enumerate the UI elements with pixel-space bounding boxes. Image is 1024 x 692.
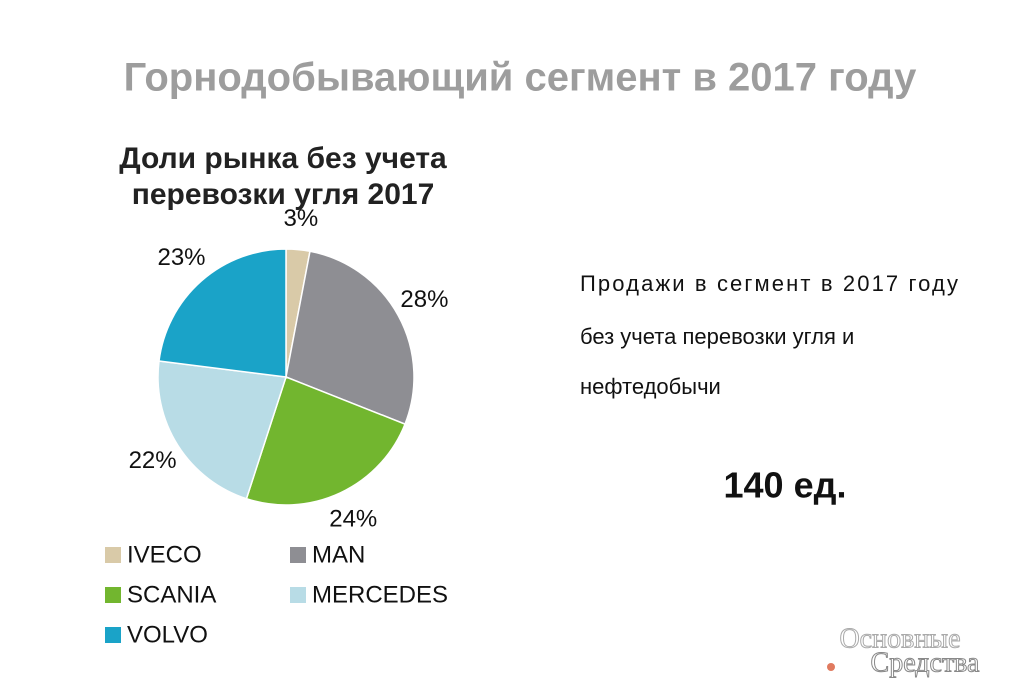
pie-slice bbox=[157, 360, 287, 500]
side-text: Продажи в сегмент в 2017 году bbox=[580, 271, 958, 296]
pie-slice bbox=[158, 248, 287, 378]
slice-label: 22% bbox=[129, 447, 177, 474]
legend-swatch bbox=[105, 627, 121, 643]
pie-slice bbox=[285, 250, 415, 426]
legend-label: IVECO bbox=[127, 541, 202, 568]
legend-swatch bbox=[105, 547, 121, 563]
legend-label: SCANIA bbox=[127, 581, 216, 608]
legend-label: MAN bbox=[312, 541, 365, 568]
side-text: без учета перевозки угля и bbox=[580, 324, 854, 349]
slide-title: Горнодобывающий сегмент в 2017 году bbox=[124, 56, 917, 100]
side-text: нефтедобычи bbox=[580, 374, 721, 399]
chart-title: перевозки угля 2017 bbox=[132, 178, 435, 211]
logo-text: Средства bbox=[871, 647, 980, 678]
slice-label: 3% bbox=[284, 205, 319, 232]
logo-dot bbox=[827, 663, 835, 671]
legend-label: VOLVO bbox=[127, 621, 208, 648]
legend-label: MERCEDES bbox=[312, 581, 448, 608]
slice-label: 23% bbox=[157, 244, 205, 271]
legend-swatch bbox=[105, 587, 121, 603]
total: 140 ед. bbox=[724, 465, 847, 506]
legend-swatch bbox=[290, 587, 306, 603]
pie-slice bbox=[245, 376, 406, 506]
logo-text: Основные bbox=[839, 623, 960, 654]
chart-title: Доли рынка без учета bbox=[119, 142, 447, 175]
slice-label: 28% bbox=[400, 286, 448, 313]
slice-label: 24% bbox=[329, 505, 377, 532]
legend-swatch bbox=[290, 547, 306, 563]
